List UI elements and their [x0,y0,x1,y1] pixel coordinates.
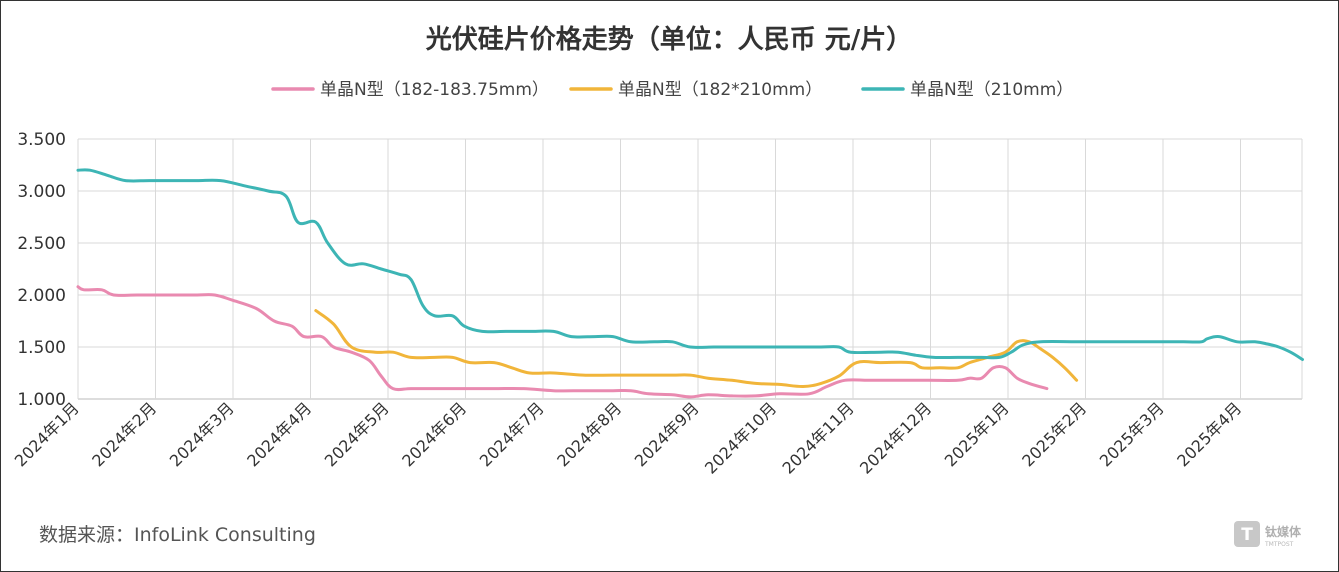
legend-item-3[interactable]: 单晶N型（210mm） [861,80,1073,100]
y-tick-label: 1.000 [17,390,66,410]
chart-title: 光伏硅片价格走势（单位：人民币 元/片） [425,24,913,55]
x-tick-label: 2024年10月 [701,398,780,477]
series-lines [76,168,1304,399]
x-tick-label: 2025年1月 [941,398,1013,470]
series-line-3 [76,168,1304,361]
x-gridlines [77,139,1303,399]
legend-label: 单晶N型（210mm） [910,80,1073,100]
x-tick-label: 2024年3月 [166,398,238,470]
series-line-2 [314,309,1079,389]
x-tick-label: 2024年4月 [243,398,315,470]
x-tick-label: 2024年5月 [321,398,393,470]
x-tick-label: 2025年2月 [1018,398,1090,470]
y-tick-label: 3.000 [17,182,66,202]
legend-item-2[interactable]: 单晶N型（182*210mm） [569,80,822,100]
y-tick-label: 2.500 [17,234,66,254]
x-axis-ticks: 2024年1月 2024年2月 2024年3月 2024年4月 2024年5月 2024年… [11,398,1246,477]
watermark-sub: TMTPOST [1264,541,1294,548]
watermark-logo-icon [1234,521,1260,547]
data-source-note: 数据来源：InfoLink Consulting [39,524,316,546]
legend-label: 单晶N型（182*210mm） [618,80,822,100]
y-tick-label: 2.000 [17,286,66,306]
legend-item-1[interactable]: 单晶N型（182-183.75mm） [271,80,549,100]
x-tick-label: 2024年9月 [631,398,703,470]
series-line-1 [76,285,1049,399]
x-tick-label: 2025年3月 [1096,398,1168,470]
tmtpost-watermark: T 钛媒体 TMTPOST [1234,521,1302,548]
x-tick-label: 2024年7月 [476,398,548,470]
watermark-logo-letter: T [1241,525,1253,545]
y-axis-ticks: 3.500 3.000 2.500 2.000 1.500 1.000 [17,130,66,410]
x-tick-label: 2024年12月 [856,398,935,477]
legend-label: 单晶N型（182-183.75mm） [320,80,549,100]
y-tick-label: 3.500 [17,130,66,150]
x-tick-label: 2024年6月 [398,398,470,470]
x-tick-label: 2024年8月 [553,398,625,470]
watermark-name: 钛媒体 [1265,524,1302,539]
y-gridlines [78,138,1302,400]
x-tick-label: 2024年11月 [779,398,858,477]
x-tick-label: 2025年4月 [1173,398,1245,470]
legend[interactable]: 单晶N型（182-183.75mm） 单晶N型（182*210mm） 单晶N型（21… [271,80,1073,100]
y-tick-label: 1.500 [17,338,66,358]
x-tick-label: 2024年2月 [88,398,160,470]
